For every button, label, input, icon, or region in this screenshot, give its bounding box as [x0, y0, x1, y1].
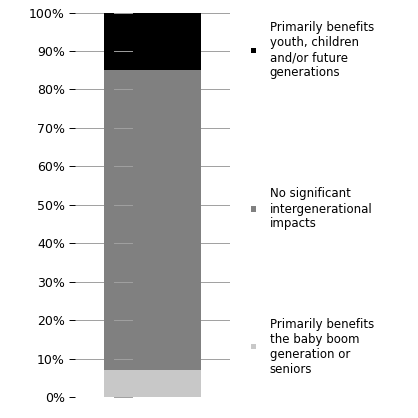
- Bar: [104, 70, 201, 370]
- Text: No significant
intergenerational
impacts: No significant intergenerational impacts: [270, 188, 372, 230]
- Text: Primarily benefits
youth, children
and/or future
generations: Primarily benefits youth, children and/o…: [270, 21, 374, 79]
- Text: Primarily benefits
the baby boom
generation or
seniors: Primarily benefits the baby boom generat…: [270, 318, 374, 376]
- Bar: [104, 13, 201, 70]
- Bar: [104, 370, 201, 397]
